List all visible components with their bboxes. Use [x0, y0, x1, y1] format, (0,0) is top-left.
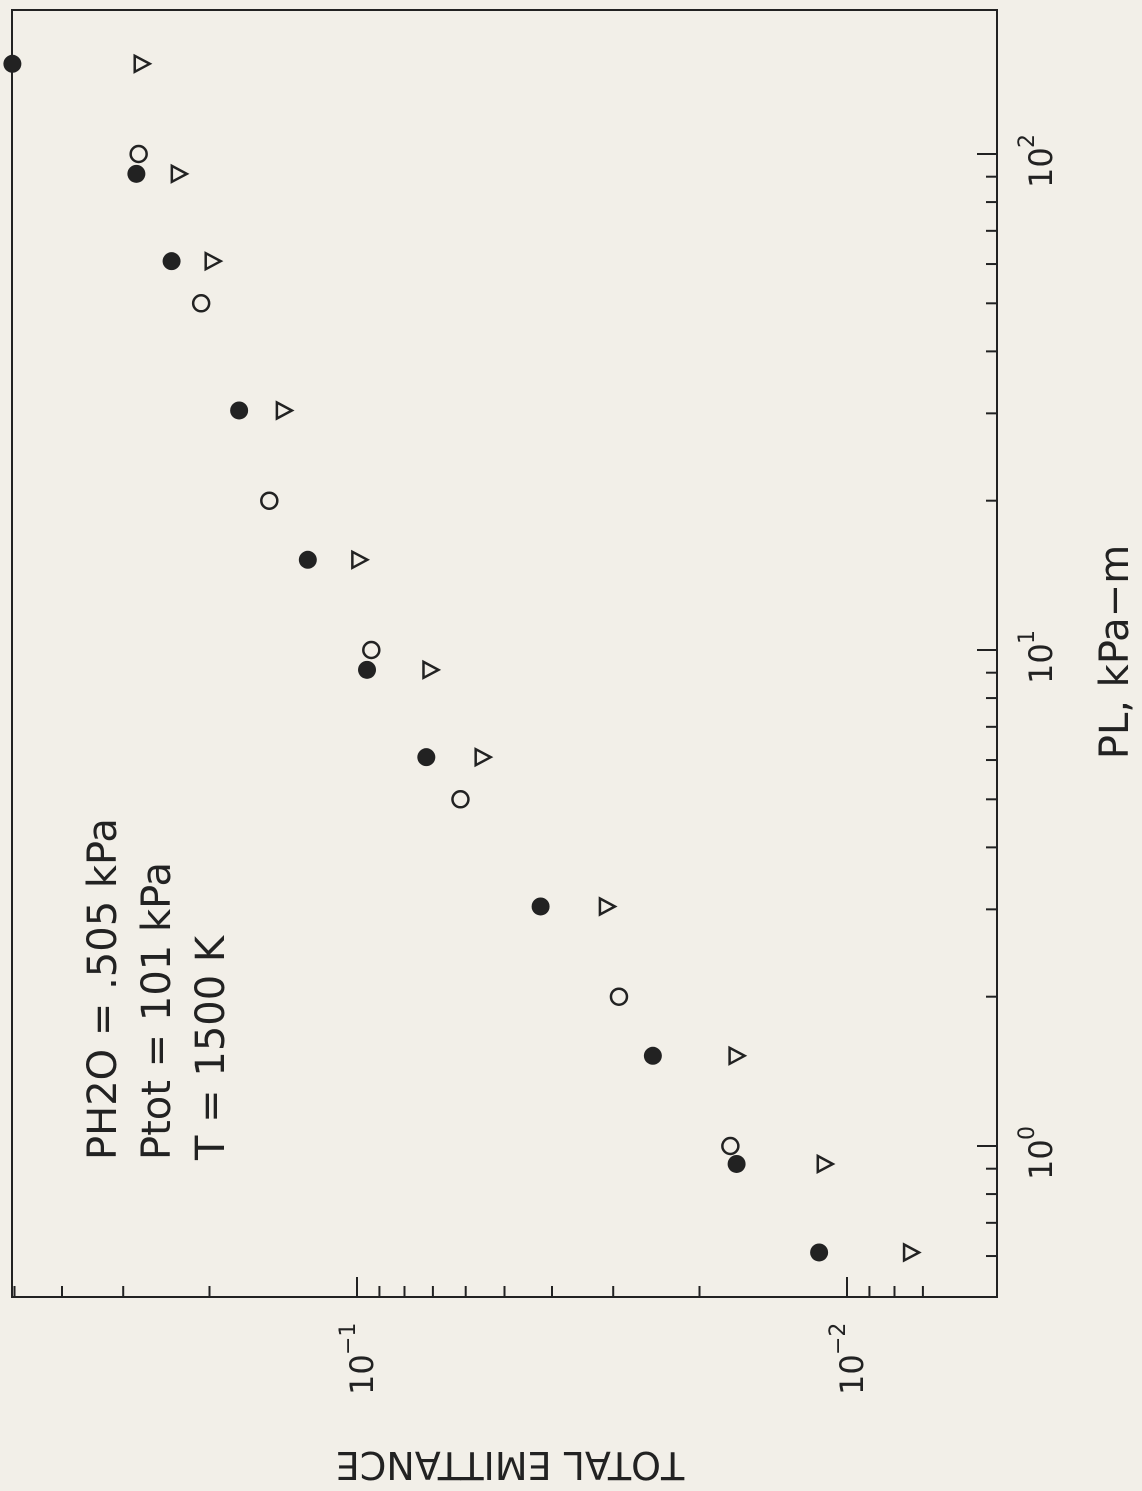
filled-circle-point	[727, 1154, 746, 1173]
open-circle-point	[362, 640, 381, 660]
open-circle-point	[191, 294, 211, 313]
open-circle-point	[451, 790, 470, 809]
open-circle-point	[609, 987, 629, 1006]
open-triangle-point	[133, 53, 153, 74]
filled-circle-point	[298, 550, 317, 569]
annotation-line-3: T = 1500 K	[188, 934, 234, 1161]
open-circle-point	[721, 1136, 740, 1156]
filled-circle-point	[531, 897, 550, 916]
y-tick-label-base: 10	[343, 1354, 381, 1395]
x-tick-label-base: 10	[1022, 643, 1060, 684]
open-triangle-point	[816, 1153, 836, 1175]
annotation: PH2O = .505 kPa Ptot = 101 kPa T = 1500 …	[80, 818, 234, 1161]
x-tick-label-base: 10	[1022, 1139, 1060, 1180]
annotation-line-2: Ptot = 101 kPa	[134, 862, 180, 1160]
open-triangle-point	[598, 896, 618, 917]
y-tick-label-exponent: −2	[826, 1323, 851, 1355]
filled-circle-point	[162, 252, 181, 271]
filled-circle-point	[230, 401, 249, 420]
open-triangle-point	[351, 549, 371, 570]
x-tick-label: 101	[1015, 630, 1060, 684]
x-tick-label: 100	[1015, 1126, 1060, 1180]
x-axis-label: PL, kPa−m	[1092, 545, 1138, 759]
filled-circle-point	[417, 748, 436, 767]
annotation-line-1: PH2O = .505 kPa	[80, 818, 126, 1160]
open-triangle-point	[170, 163, 190, 184]
y-axis-label: TOTAL EMITTANCE	[336, 1443, 685, 1487]
x-tick-label: 102	[1015, 134, 1060, 188]
filled-circle-point	[358, 660, 377, 679]
data-marks	[3, 53, 922, 1263]
y-tick-label: 10−1	[336, 1323, 381, 1395]
open-triangle-point	[902, 1242, 922, 1263]
x-tick-label-exponent: 2	[1015, 134, 1040, 148]
open-triangle-point	[204, 251, 224, 272]
filled-circle-point	[643, 1046, 662, 1065]
filled-circle-point	[127, 164, 146, 183]
open-triangle-point	[474, 747, 494, 768]
minor-ticks	[13, 175, 997, 1297]
filled-circle-point	[810, 1243, 829, 1262]
y-tick-label: 10−2	[826, 1323, 871, 1395]
open-triangle-point	[275, 400, 295, 421]
x-tick-label-base: 10	[1022, 147, 1060, 188]
x-tick-label-exponent: 1	[1015, 630, 1040, 644]
y-tick-label-exponent: −1	[336, 1323, 361, 1355]
major-ticks	[356, 153, 997, 1297]
open-circle-point	[129, 144, 148, 164]
open-triangle-point	[422, 659, 442, 680]
open-triangle-point	[728, 1045, 748, 1066]
y-tick-label-base: 10	[833, 1354, 871, 1395]
filled-circle-point	[3, 54, 22, 73]
open-circle-point	[260, 491, 279, 510]
x-tick-label-exponent: 0	[1015, 1126, 1040, 1140]
